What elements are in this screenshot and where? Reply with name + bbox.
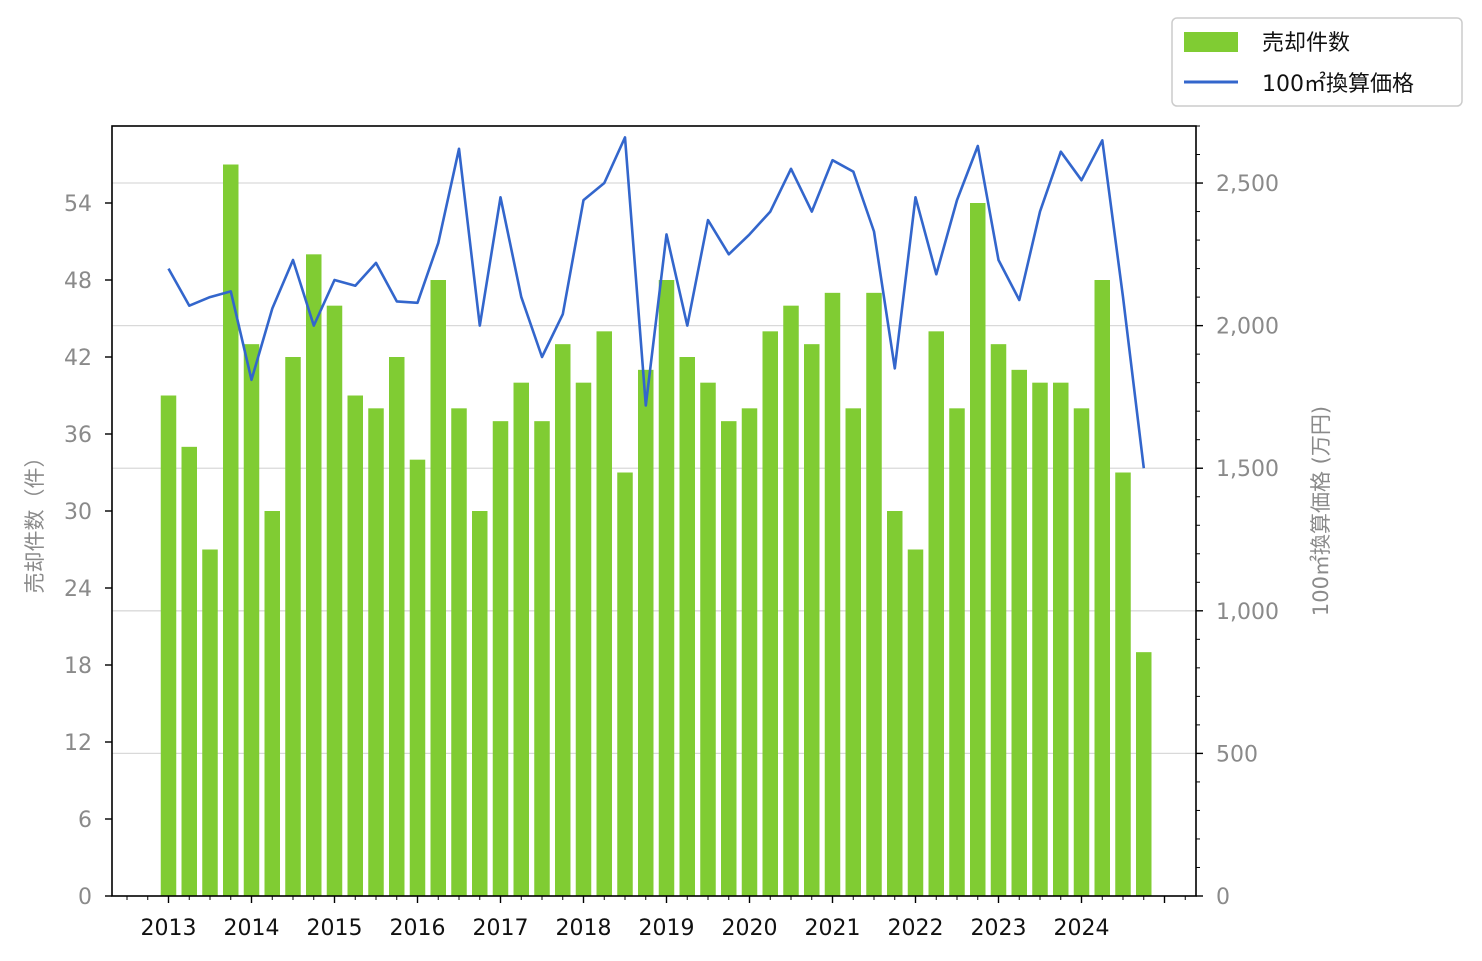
x-tick-label: 2022 [888, 916, 944, 941]
left-axis-title: 売却件数（件） [23, 447, 47, 594]
right-tick-label: 500 [1216, 742, 1258, 767]
bar [1053, 382, 1069, 897]
legend-bar-label: 売却件数 [1262, 31, 1350, 56]
bar [824, 292, 841, 896]
bar [928, 331, 944, 896]
bar [430, 280, 446, 896]
left-tick-label: 12 [64, 731, 92, 756]
x-tick-label: 2017 [473, 916, 529, 941]
bar-series-sales-count [160, 164, 1152, 897]
bar [845, 408, 861, 896]
bar [970, 203, 986, 896]
bar [638, 369, 654, 896]
x-tick-label: 2019 [639, 916, 695, 941]
x-tick-label: 2016 [390, 916, 446, 941]
left-tick-label: 6 [78, 808, 92, 833]
bar [1115, 472, 1131, 896]
left-tick-label: 48 [64, 269, 92, 294]
bar [326, 305, 343, 897]
bar [1073, 408, 1090, 896]
bar [534, 421, 550, 896]
bar [513, 382, 529, 897]
left-tick-label: 18 [64, 654, 92, 679]
bar [866, 292, 882, 896]
x-tick-label: 2015 [307, 916, 363, 941]
x-tick-label: 2013 [141, 916, 197, 941]
bar [617, 472, 633, 896]
left-y-axis: 0 6 12 18 24 30 36 42 48 54 [64, 192, 112, 910]
bar [1094, 280, 1110, 896]
bar [555, 344, 571, 897]
bar [160, 395, 177, 896]
bar [243, 344, 260, 897]
bar [949, 408, 965, 896]
left-tick-label: 36 [64, 423, 92, 448]
bar [368, 408, 384, 896]
bar [1136, 652, 1152, 896]
x-tick-label: 2023 [971, 916, 1027, 941]
bar [804, 344, 820, 897]
x-tick-label: 2021 [805, 916, 861, 941]
legend-box [1171, 17, 1463, 107]
right-tick-label: 2,000 [1216, 315, 1279, 340]
bar [741, 408, 758, 896]
price-line [167, 136, 1146, 469]
right-tick-label: 1,500 [1216, 457, 1279, 482]
bar [990, 344, 1007, 897]
bar [1032, 382, 1048, 897]
right-tick-label: 0 [1216, 885, 1230, 910]
x-axis: 2013 2014 2015 2016 2017 2018 2019 2020 2021 2022… [126, 896, 1186, 941]
bar [223, 164, 239, 896]
bar [451, 408, 467, 896]
bar [409, 459, 426, 896]
x-tick-label: 2018 [556, 916, 612, 941]
bar [472, 511, 488, 896]
left-tick-label: 30 [64, 500, 92, 525]
right-tick-label: 2,500 [1216, 172, 1279, 197]
bar [887, 511, 903, 896]
legend: 売却件数 100㎡換算価格 [1171, 17, 1463, 107]
bar [721, 421, 737, 896]
left-tick-label: 54 [64, 192, 92, 217]
bar [389, 357, 405, 896]
legend-line-label: 100㎡換算価格 [1262, 71, 1414, 97]
right-y-axis: 0 500 1,000 1,500 2,000 2,500 [1196, 125, 1279, 910]
bar [907, 549, 924, 896]
x-tick-label: 2014 [224, 916, 280, 941]
bar [700, 382, 716, 897]
x-tick-label: 2020 [722, 916, 778, 941]
bar [1011, 369, 1027, 896]
bar [285, 357, 301, 896]
line-series-price [167, 136, 1146, 469]
bar [658, 280, 675, 896]
left-tick-label: 24 [64, 577, 92, 602]
bar [202, 549, 218, 896]
bar [306, 254, 322, 897]
right-tick-label: 1,000 [1216, 600, 1279, 625]
bar [575, 382, 592, 897]
left-tick-label: 42 [64, 346, 92, 371]
x-tick-label: 2024 [1054, 916, 1110, 941]
bar [783, 305, 799, 897]
bar [679, 357, 695, 896]
bar [181, 446, 197, 896]
right-axis-title: 100㎡換算価格 (万円) [1309, 406, 1333, 616]
bar [492, 421, 509, 896]
bar [347, 395, 363, 896]
legend-bar-swatch [1184, 32, 1238, 52]
left-tick-label: 0 [78, 885, 92, 910]
bar [596, 331, 612, 896]
bar [264, 511, 280, 896]
bar [762, 331, 778, 896]
